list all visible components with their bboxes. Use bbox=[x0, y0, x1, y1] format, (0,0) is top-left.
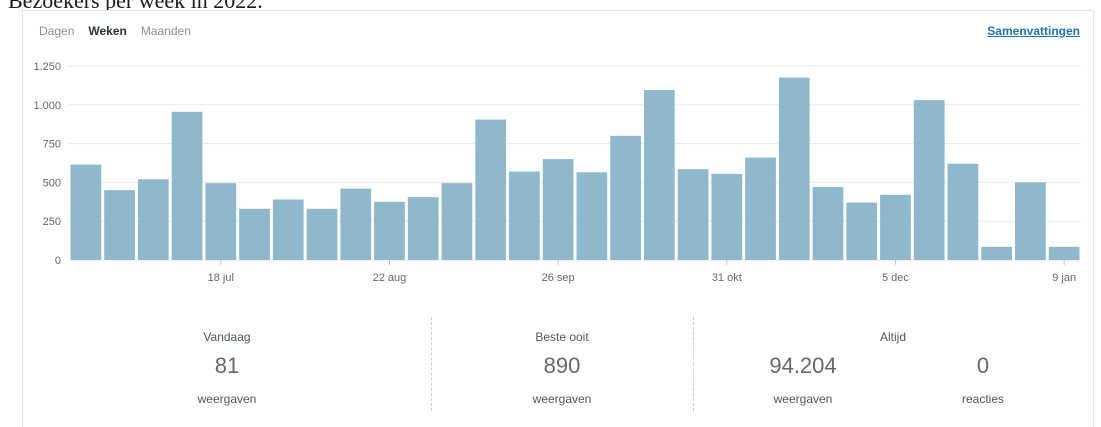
bar[interactable] bbox=[643, 90, 675, 260]
bar[interactable] bbox=[70, 164, 102, 260]
bar[interactable] bbox=[981, 246, 1013, 260]
bar[interactable] bbox=[812, 187, 844, 260]
stats-card: Dagen Weken Maanden Samenvattingen 0 250 5… bbox=[22, 10, 1094, 427]
weekly-views-chart: 0 250 500 750 1.000 1.250 18 jul 22 aug 26 sep 31… bbox=[33, 61, 1081, 284]
bar[interactable] bbox=[913, 100, 945, 260]
bar[interactable] bbox=[778, 77, 810, 260]
bar[interactable] bbox=[374, 201, 405, 260]
stat-best: Beste ooit 890 weergaven bbox=[431, 317, 693, 411]
stat-all-time-comments-value: 0 bbox=[976, 353, 990, 378]
stat-all-time-title: Altijd bbox=[879, 330, 906, 344]
x-tick-label: 26 sep bbox=[542, 272, 575, 284]
x-tick-label: 22 aug bbox=[373, 272, 407, 284]
y-tick-label: 250 bbox=[43, 216, 61, 228]
bar[interactable] bbox=[205, 183, 237, 260]
stat-today: Vandaag 81 weergaven bbox=[23, 317, 431, 411]
page-heading: Bezoekers per week in 2022. bbox=[8, 0, 263, 13]
tab-days[interactable]: Dagen bbox=[39, 24, 75, 38]
bar[interactable] bbox=[306, 208, 338, 260]
bar[interactable] bbox=[947, 163, 979, 260]
period-tabs: Dagen Weken Maanden bbox=[39, 24, 191, 38]
x-tick-label: 9 jan bbox=[1052, 272, 1076, 284]
bar[interactable] bbox=[137, 179, 169, 260]
y-tick-label: 0 bbox=[55, 255, 61, 267]
bar[interactable] bbox=[677, 169, 709, 260]
bar[interactable] bbox=[745, 157, 776, 260]
bar[interactable] bbox=[441, 183, 473, 260]
summaries-link[interactable]: Samenvattingen bbox=[987, 24, 1080, 38]
bar[interactable] bbox=[509, 171, 540, 260]
bar[interactable] bbox=[239, 208, 270, 260]
tab-months[interactable]: Maanden bbox=[140, 24, 191, 38]
y-tick-label: 750 bbox=[43, 139, 61, 151]
bar[interactable] bbox=[340, 188, 372, 260]
bar[interactable] bbox=[610, 135, 641, 260]
y-tick-label: 1.250 bbox=[33, 61, 61, 73]
bar[interactable] bbox=[542, 159, 574, 260]
bar[interactable] bbox=[475, 119, 507, 260]
y-tick-label: 500 bbox=[43, 177, 61, 189]
bar[interactable] bbox=[1048, 246, 1080, 260]
stat-best-unit: weergaven bbox=[532, 392, 592, 406]
y-tick-label: 1.000 bbox=[33, 100, 61, 112]
stat-divider bbox=[431, 317, 432, 411]
stat-today-title: Vandaag bbox=[203, 330, 251, 344]
x-tick-label: 18 jul bbox=[208, 272, 234, 284]
bar[interactable] bbox=[576, 172, 608, 260]
bar[interactable] bbox=[272, 199, 304, 260]
bar[interactable] bbox=[1015, 182, 1046, 260]
stat-divider bbox=[693, 317, 694, 411]
tab-weeks[interactable]: Weken bbox=[88, 24, 127, 38]
stat-best-title: Beste ooit bbox=[535, 330, 589, 344]
x-tick-label: 5 dec bbox=[882, 272, 909, 284]
stat-today-unit: weergaven bbox=[197, 392, 257, 406]
stat-today-value: 81 bbox=[214, 353, 240, 378]
stat-all-time: Altijd 94.204 weergaven 0 reacties bbox=[693, 317, 1093, 411]
x-tick-label: 31 okt bbox=[712, 272, 742, 284]
bar[interactable] bbox=[104, 190, 135, 260]
bar[interactable] bbox=[880, 194, 911, 260]
bar[interactable] bbox=[846, 202, 878, 260]
stat-all-time-comments-unit: reacties bbox=[961, 392, 1005, 406]
stat-all-time-views-unit: weergaven bbox=[773, 392, 833, 406]
bar[interactable] bbox=[407, 197, 439, 260]
stat-all-time-views-value: 94.204 bbox=[769, 353, 837, 378]
bar[interactable] bbox=[171, 111, 203, 260]
bar[interactable] bbox=[711, 173, 743, 260]
stat-best-value: 890 bbox=[543, 353, 581, 378]
stats-summary: Vandaag 81 weergaven Beste ooit 890 weer… bbox=[23, 317, 1093, 427]
